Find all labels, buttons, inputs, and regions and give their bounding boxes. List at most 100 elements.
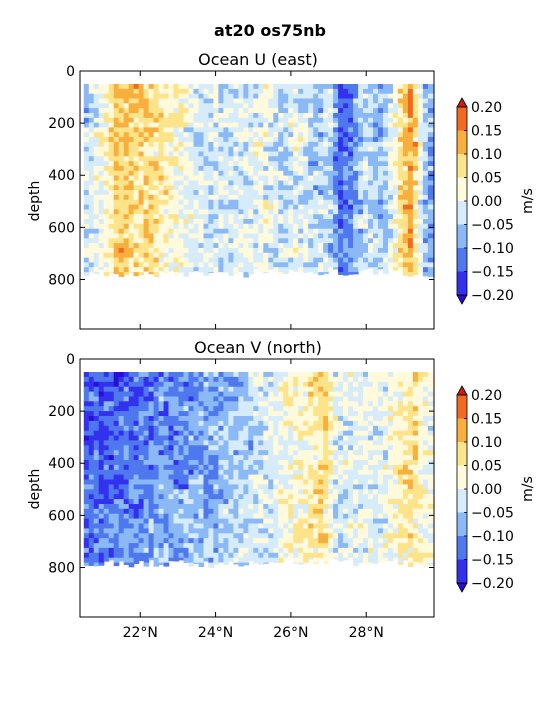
field-cell — [328, 538, 334, 544]
field-cell — [393, 267, 399, 271]
field-cell — [407, 219, 414, 225]
field-cell — [313, 391, 319, 398]
field-cell — [203, 103, 210, 109]
field-cell — [318, 494, 324, 500]
field-cell — [178, 489, 185, 495]
field-cell — [158, 194, 165, 201]
field-cell — [178, 146, 185, 153]
field-cell — [293, 479, 299, 485]
field-cell — [303, 440, 309, 446]
field-cell — [243, 248, 249, 254]
field-cell — [278, 223, 284, 230]
field-cell — [417, 93, 424, 100]
field-cell — [143, 391, 150, 398]
field-cell — [173, 151, 180, 157]
field-cell — [393, 238, 399, 244]
field-cell — [143, 425, 150, 432]
field-cell — [138, 538, 145, 544]
field-cell — [248, 460, 254, 466]
field-cell — [93, 175, 100, 181]
field-cell — [333, 113, 339, 119]
field-cell — [398, 233, 404, 239]
field-cell — [83, 484, 90, 490]
field-cell — [228, 386, 234, 393]
field-cell — [283, 518, 289, 525]
field-cell — [133, 450, 140, 456]
field-cell — [158, 547, 165, 554]
field-cell — [308, 262, 314, 268]
field-cell — [263, 430, 269, 437]
field-cell — [278, 272, 284, 276]
field-cell — [388, 141, 394, 148]
field-cell — [218, 108, 224, 114]
field-cell — [138, 98, 145, 104]
field-cell — [288, 122, 294, 128]
field-cell — [178, 460, 185, 466]
field-cell — [193, 440, 200, 446]
field-cell — [188, 411, 195, 417]
field-cell — [343, 518, 349, 525]
field-cell — [253, 233, 259, 239]
field-cell — [163, 175, 170, 181]
field-cell — [143, 238, 150, 244]
field-cell — [148, 151, 155, 157]
field-cell — [88, 372, 95, 378]
field-cell — [168, 204, 175, 210]
field-cell — [103, 376, 110, 383]
field-cell — [427, 88, 434, 95]
field-cell — [278, 450, 284, 456]
field-cell — [373, 262, 379, 268]
field-cell — [288, 489, 294, 495]
field-cell — [148, 469, 155, 476]
field-cell — [198, 252, 205, 259]
field-cell — [83, 166, 90, 172]
field-cell — [238, 267, 244, 272]
field-cell — [113, 151, 120, 157]
field-cell — [303, 262, 309, 268]
field-cell — [258, 396, 264, 402]
field-cell — [88, 557, 95, 564]
field-cell — [83, 209, 90, 215]
field-cell — [278, 137, 284, 143]
field-cell — [243, 170, 249, 177]
field-cell — [273, 425, 279, 432]
field-cell — [313, 411, 319, 417]
field-cell — [417, 223, 424, 230]
field-cell — [308, 425, 314, 432]
field-cell — [188, 88, 195, 95]
field-cell — [198, 406, 205, 412]
field-cell — [348, 513, 354, 520]
field-cell — [133, 137, 140, 143]
field-cell — [148, 228, 155, 235]
field-cell — [208, 445, 214, 451]
field-cell — [223, 113, 229, 119]
field-cell — [188, 504, 195, 510]
field-cell — [313, 420, 319, 427]
field-cell — [348, 411, 354, 417]
field-cell — [328, 117, 334, 124]
field-cell — [343, 484, 349, 490]
field-cell — [318, 508, 324, 515]
field-cell — [118, 252, 125, 259]
field-cell — [88, 214, 95, 220]
field-cell — [178, 479, 185, 485]
field-cell — [308, 494, 314, 500]
field-cell — [402, 248, 409, 254]
field-cell — [148, 262, 155, 268]
field-cell — [103, 484, 110, 490]
field-cell — [138, 494, 145, 500]
field-cell — [213, 533, 219, 539]
field-cell — [163, 420, 170, 427]
field-cell — [138, 151, 145, 157]
field-cell — [333, 228, 339, 235]
field-cell — [248, 194, 254, 201]
field-cell — [328, 396, 334, 402]
field-cell — [183, 543, 190, 549]
field-cell — [188, 474, 195, 481]
field-cell — [193, 127, 200, 133]
field-cell — [98, 146, 105, 153]
field-cell — [233, 204, 239, 210]
field-cell — [243, 552, 249, 559]
field-cell — [238, 538, 244, 544]
field-cell — [333, 170, 339, 177]
